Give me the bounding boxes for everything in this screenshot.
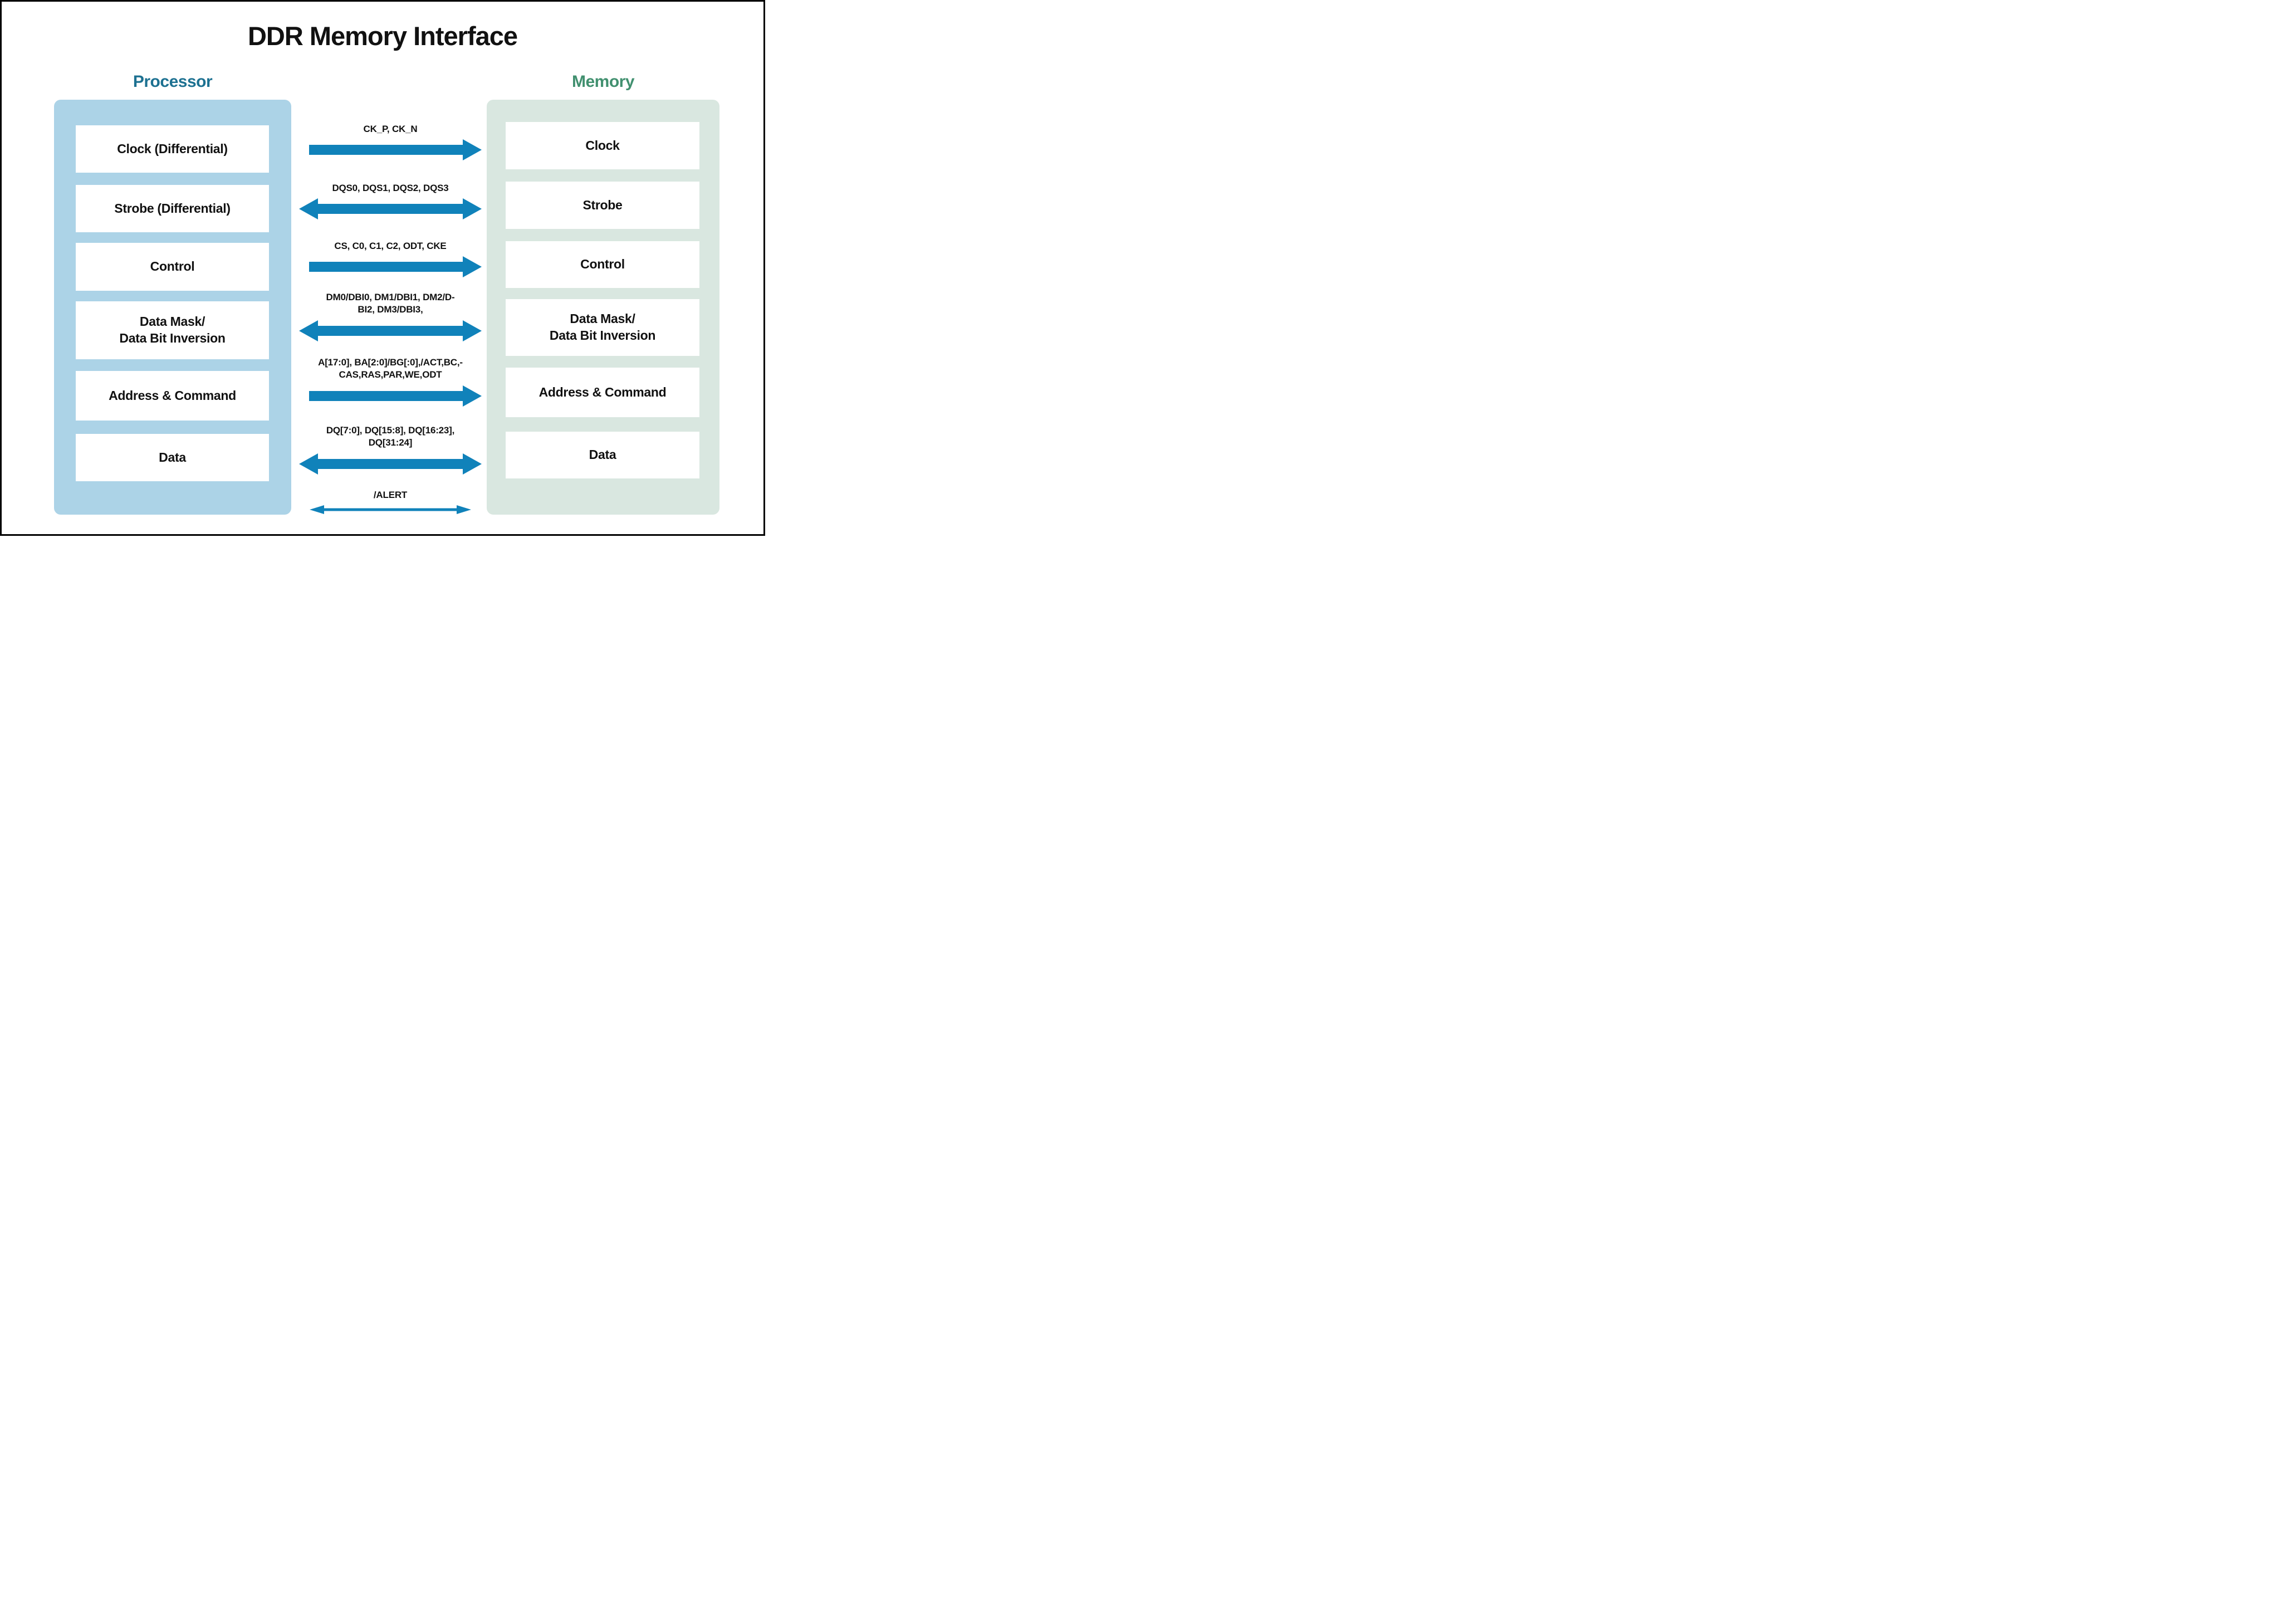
arrow-both-icon (299, 320, 482, 341)
memory-container: Clock Strobe Control Data Mask/ Data Bit… (487, 100, 719, 515)
signal-data: DQ[7:0], DQ[15:8], DQ[16:23], DQ[31:24] (286, 424, 495, 475)
processor-box-strobe: Strobe (Differential) (76, 185, 269, 232)
memory-box-clock: Clock (506, 122, 699, 169)
processor-box-data: Data (76, 434, 269, 481)
processor-box-control: Control (76, 243, 269, 291)
signal-label-clock: CK_P, CK_N (363, 124, 418, 134)
arrow-right-icon (309, 139, 482, 161)
memory-box-strobe: Strobe (506, 182, 699, 229)
signal-clock: CK_P, CK_N (286, 123, 495, 161)
diagram-title: DDR Memory Interface (247, 21, 518, 51)
ddr-memory-interface-diagram: DDR Memory Interface Processor Memory Cl… (0, 0, 765, 536)
signal-label-alert: /ALERT (373, 490, 408, 500)
memory-box-control: Control (506, 241, 699, 288)
signal-label-data-mask: DM0/DBI0, DM1/DBI1, DM2/D- BI2, DM3/DBI3… (326, 292, 455, 315)
arrow-both-icon (299, 198, 482, 220)
arrow-right-icon (309, 256, 482, 278)
processor-box-data-mask: Data Mask/ Data Bit Inversion (76, 301, 269, 359)
arrow-both-thin-icon (310, 505, 471, 515)
memory-box-data: Data (506, 432, 699, 478)
processor-box-clock: Clock (Differential) (76, 125, 269, 173)
signal-control: CS, C0, C1, C2, ODT, CKE (286, 240, 495, 278)
memory-box-address-command: Address & Command (506, 368, 699, 417)
signal-label-control: CS, C0, C1, C2, ODT, CKE (334, 241, 447, 251)
signal-strobe: DQS0, DQS1, DQS2, DQS3 (286, 182, 495, 220)
signal-label-strobe: DQS0, DQS1, DQS2, DQS3 (332, 183, 449, 193)
processor-box-address-command: Address & Command (76, 371, 269, 421)
signal-data-mask: DM0/DBI0, DM1/DBI1, DM2/D- BI2, DM3/DBI3… (286, 291, 495, 341)
memory-column-header: Memory (571, 72, 635, 91)
arrow-both-icon (299, 453, 482, 475)
arrow-right-icon (309, 385, 482, 407)
signal-label-data: DQ[7:0], DQ[15:8], DQ[16:23], DQ[31:24] (326, 425, 455, 448)
memory-box-data-mask: Data Mask/ Data Bit Inversion (506, 299, 699, 356)
processor-container: Clock (Differential) Strobe (Differentia… (54, 100, 291, 515)
processor-column-header: Processor (133, 72, 213, 91)
signal-alert: /ALERT (286, 489, 495, 515)
signal-label-address-command: A[17:0], BA[2:0]/BG[:0],/ACT,BC,- CAS,RA… (318, 357, 463, 380)
signal-address-command: A[17:0], BA[2:0]/BG[:0],/ACT,BC,- CAS,RA… (286, 356, 495, 407)
